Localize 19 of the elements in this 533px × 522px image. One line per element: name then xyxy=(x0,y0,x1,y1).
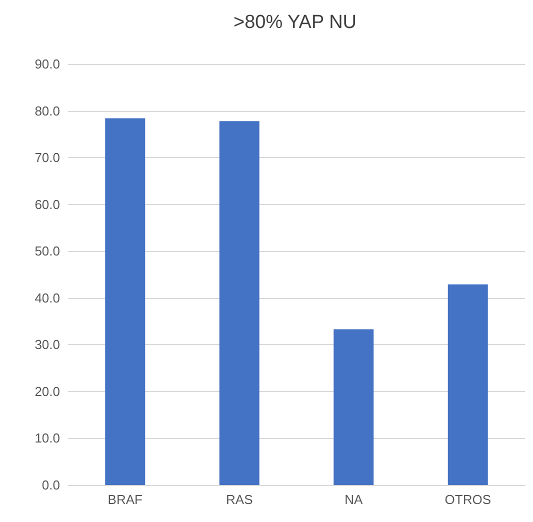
y-tick-label: 50.0 xyxy=(34,244,60,259)
y-tick-label: 70.0 xyxy=(34,150,60,166)
bar xyxy=(219,121,260,485)
bar xyxy=(105,118,146,485)
x-tick-label: RAS xyxy=(226,492,254,507)
y-tick-label: 40.0 xyxy=(34,290,60,306)
y-tick-label: 90.0 xyxy=(34,56,60,72)
x-tick-label: BRAF xyxy=(108,492,143,507)
bar xyxy=(334,329,374,485)
y-tick-label: 60.0 xyxy=(34,196,60,212)
chart-title: >80% YAP NU xyxy=(233,12,357,33)
y-tick-label: 80.0 xyxy=(34,103,60,118)
bar xyxy=(448,284,488,485)
x-tick-label: OTROS xyxy=(444,492,492,507)
y-tick-label: 30.0 xyxy=(34,337,60,352)
x-tick-label: NA xyxy=(344,492,363,507)
y-tick-label: 0.0 xyxy=(42,478,60,492)
y-tick-label: 20.0 xyxy=(34,384,60,399)
y-tick-label: 10.0 xyxy=(34,430,60,446)
